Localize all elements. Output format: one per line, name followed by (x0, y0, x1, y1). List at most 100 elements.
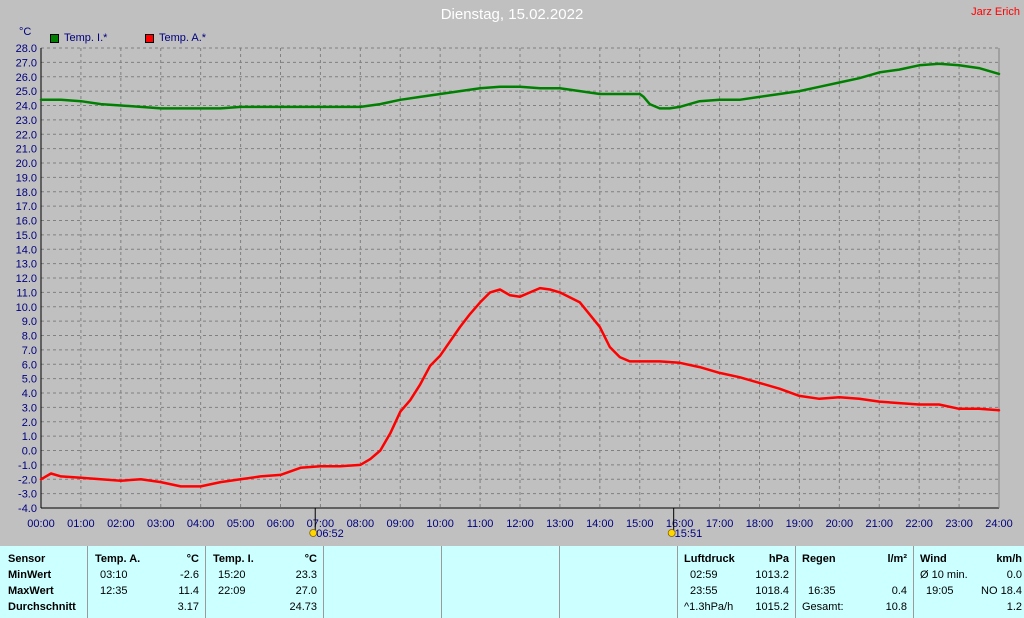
wind-max-value: NO 18.4 (981, 585, 1022, 597)
y-tick-label: 8.0 (22, 331, 37, 343)
temp-a-max-time: 12:35 (100, 585, 128, 597)
x-tick-label: 06:00 (267, 518, 295, 530)
y-tick-label: 24.0 (16, 101, 37, 113)
x-tick-label: 16:00 (666, 518, 694, 530)
y-tick-label: 1.0 (22, 431, 37, 443)
y-tick-label: 23.0 (16, 115, 37, 127)
wind-column: Wind km/h Ø 10 min. 0.0 19:05 NO 18.4 1.… (914, 546, 1024, 618)
x-tick-label: 03:00 (147, 518, 175, 530)
row-label-min: MinWert (8, 569, 52, 581)
luftdruck-max-time: 23:55 (690, 585, 718, 597)
x-tick-label: 19:00 (786, 518, 814, 530)
legend-label-temp-i: Temp. I.* (64, 32, 108, 44)
series-line-temp-a (39, 286, 1001, 488)
temp-i-unit: °C (304, 553, 317, 565)
x-tick-label: 11:00 (467, 518, 494, 530)
x-tick-label: 01:00 (67, 518, 95, 530)
y-tick-label: 20.0 (16, 158, 37, 170)
y-tick-label: 11.0 (16, 287, 37, 299)
x-tick-label: 23:00 (945, 518, 973, 530)
temp-a-unit: °C (186, 553, 199, 565)
x-tick-label: 24:00 (985, 518, 1013, 530)
y-tick-label: 26.0 (16, 72, 37, 84)
wind-max-time: 19:05 (926, 585, 954, 597)
series-line-temp-i (39, 62, 1001, 110)
chart-title: Dienstag, 15.02.2022 (440, 6, 584, 23)
legend-label-temp-a: Temp. A.* (159, 32, 207, 44)
x-tick-label: 18:00 (746, 518, 774, 530)
luftdruck-min-time: 02:59 (690, 569, 718, 581)
y-tick-label: -3.0 (18, 489, 37, 501)
temp-i-header: Temp. I. (213, 553, 254, 565)
temp-i-column: Temp. I. °C 15:20 23.3 22:09 27.0 24.73 (206, 546, 324, 618)
legend-swatch-temp-i (50, 33, 59, 43)
luftdruck-trend: ^1.3hPa/h (684, 601, 734, 613)
x-tick-label: 20:00 (826, 518, 854, 530)
y-tick-label: 7.0 (22, 345, 37, 357)
y-tick-label: 3.0 (22, 402, 37, 414)
regen-unit: l/m² (887, 553, 907, 565)
wind-avg-label: Ø 10 min. (920, 569, 968, 581)
y-tick-label: 18.0 (16, 187, 37, 199)
legend-item-temp-i: Temp. I.* (50, 32, 107, 44)
x-tick-label: 22:00 (905, 518, 933, 530)
y-tick-label: 21.0 (16, 144, 37, 156)
author-label: Jarz Erich (971, 6, 1020, 18)
wind-unit: km/h (996, 553, 1022, 565)
row-label-avg: Durchschnitt (8, 601, 76, 613)
luftdruck-column: Luftdruck hPa 02:59 1013.2 23:55 1018.4 … (678, 546, 796, 618)
x-tick-label: 10:00 (426, 518, 454, 530)
temp-i-avg-value: 24.73 (289, 601, 317, 613)
y-tick-label: 5.0 (22, 374, 37, 386)
luftdruck-avg-value: 1015.2 (755, 601, 789, 613)
temp-i-max-value: 27.0 (295, 585, 317, 597)
luftdruck-unit: hPa (768, 553, 789, 565)
x-tick-label: 02:00 (107, 518, 135, 530)
empty-column-3 (560, 546, 678, 618)
wind-mean-value: 1.2 (1006, 601, 1022, 613)
y-tick-label: 13.0 (16, 259, 37, 271)
y-tick-label: 28.0 (16, 43, 37, 55)
x-tick-label: 05:00 (227, 518, 255, 530)
temp-i-max-time: 22:09 (218, 585, 246, 597)
luftdruck-min-value: 1013.2 (755, 569, 789, 581)
y-tick-label: -4.0 (18, 503, 37, 515)
y-tick-label: 10.0 (16, 302, 37, 314)
sensor-header: Sensor (8, 553, 46, 565)
y-tick-label: 6.0 (22, 359, 37, 371)
empty-column-1 (324, 546, 442, 618)
y-tick-label: -2.0 (18, 474, 37, 486)
legend-item-temp-a: Temp. A.* (145, 32, 206, 44)
x-tick-label: 17:00 (706, 518, 734, 530)
temp-a-header: Temp. A. (95, 553, 141, 565)
x-tick-label: 07:00 (307, 518, 335, 530)
legend-swatch-temp-a (145, 33, 154, 43)
x-tick-label: 04:00 (187, 518, 215, 530)
y-axis-unit: °C (19, 26, 32, 38)
temp-i-min-value: 23.3 (295, 569, 317, 581)
regen-column: Regen l/m² 16:35 0.4 Gesamt: 10.8 (796, 546, 914, 618)
line-chart: -4.0 -3.0 -2.0 -1.0 0.0 1.0 2.0 3.0 4.0 5.0 6.0 7.0… (16, 43, 1013, 540)
stats-table: Sensor MinWert MaxWert Durchschnitt Temp… (0, 546, 1024, 618)
wind-avg-value: 0.0 (1006, 569, 1022, 581)
regen-total-label: Gesamt: (802, 601, 844, 613)
luftdruck-header: Luftdruck (684, 553, 735, 565)
x-tick-label: 14:00 (586, 518, 614, 530)
x-tick-label: 08:00 (347, 518, 375, 530)
x-tick-label: 00:00 (27, 518, 55, 530)
x-tick-label: 09:00 (386, 518, 414, 530)
y-tick-label: 25.0 (16, 86, 37, 98)
y-tick-label: 9.0 (22, 316, 37, 328)
luftdruck-max-value: 1018.4 (755, 585, 789, 597)
y-tick-label: 17.0 (16, 201, 37, 213)
y-tick-label: 15.0 (16, 230, 37, 242)
x-tick-label: 13:00 (546, 518, 574, 530)
temp-a-column: Temp. A. °C 03:10 -2.6 12:35 11.4 3.17 (88, 546, 206, 618)
wind-header: Wind (920, 553, 947, 565)
x-tick-label: 21:00 (865, 518, 893, 530)
temp-a-min-value: -2.6 (180, 569, 199, 581)
sunset-icon (667, 529, 676, 537)
regen-total-value: 10.8 (885, 601, 907, 613)
y-tick-label: 2.0 (22, 417, 37, 429)
y-tick-label: 14.0 (16, 244, 37, 256)
